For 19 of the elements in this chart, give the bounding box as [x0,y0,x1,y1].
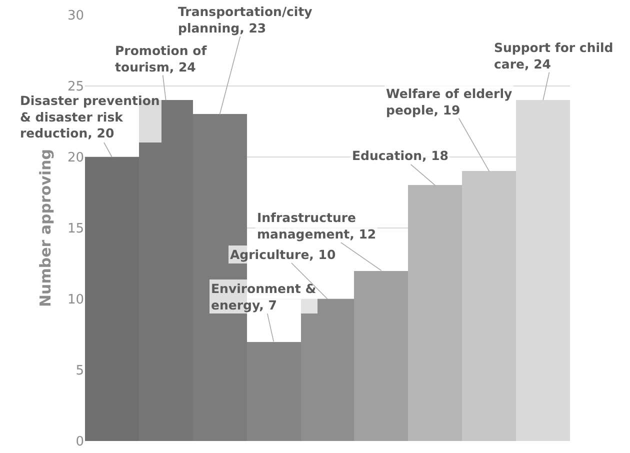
data-label: Infrastructure management, 12 [257,210,376,242]
y-axis-title: Number approving [36,148,55,308]
y-tick-label: 30 [67,8,84,24]
data-label: Agriculture, 10 [230,247,336,262]
y-tick-label: 15 [67,222,84,237]
data-label: Welfare of elderly people, 19 [386,86,512,118]
bar [408,185,462,441]
data-label: Disaster prevention & disaster risk reduction, 20 [20,93,160,140]
data-label: Education, 18 [352,148,448,163]
data-label: Transportation/city planning, 23 [178,4,312,36]
y-tick-label: 20 [67,150,84,166]
y-tick-label: 0 [76,434,84,450]
data-label: Environment & energy, 7 [211,281,316,312]
y-tick-label: 25 [67,80,84,95]
data-label: Support for child care, 24 [494,40,614,72]
data-label: Promotion of tourism, 24 [115,43,208,74]
y-tick-label: 10 [67,292,84,308]
y-tick-label: 5 [76,364,84,379]
bar [462,171,516,441]
